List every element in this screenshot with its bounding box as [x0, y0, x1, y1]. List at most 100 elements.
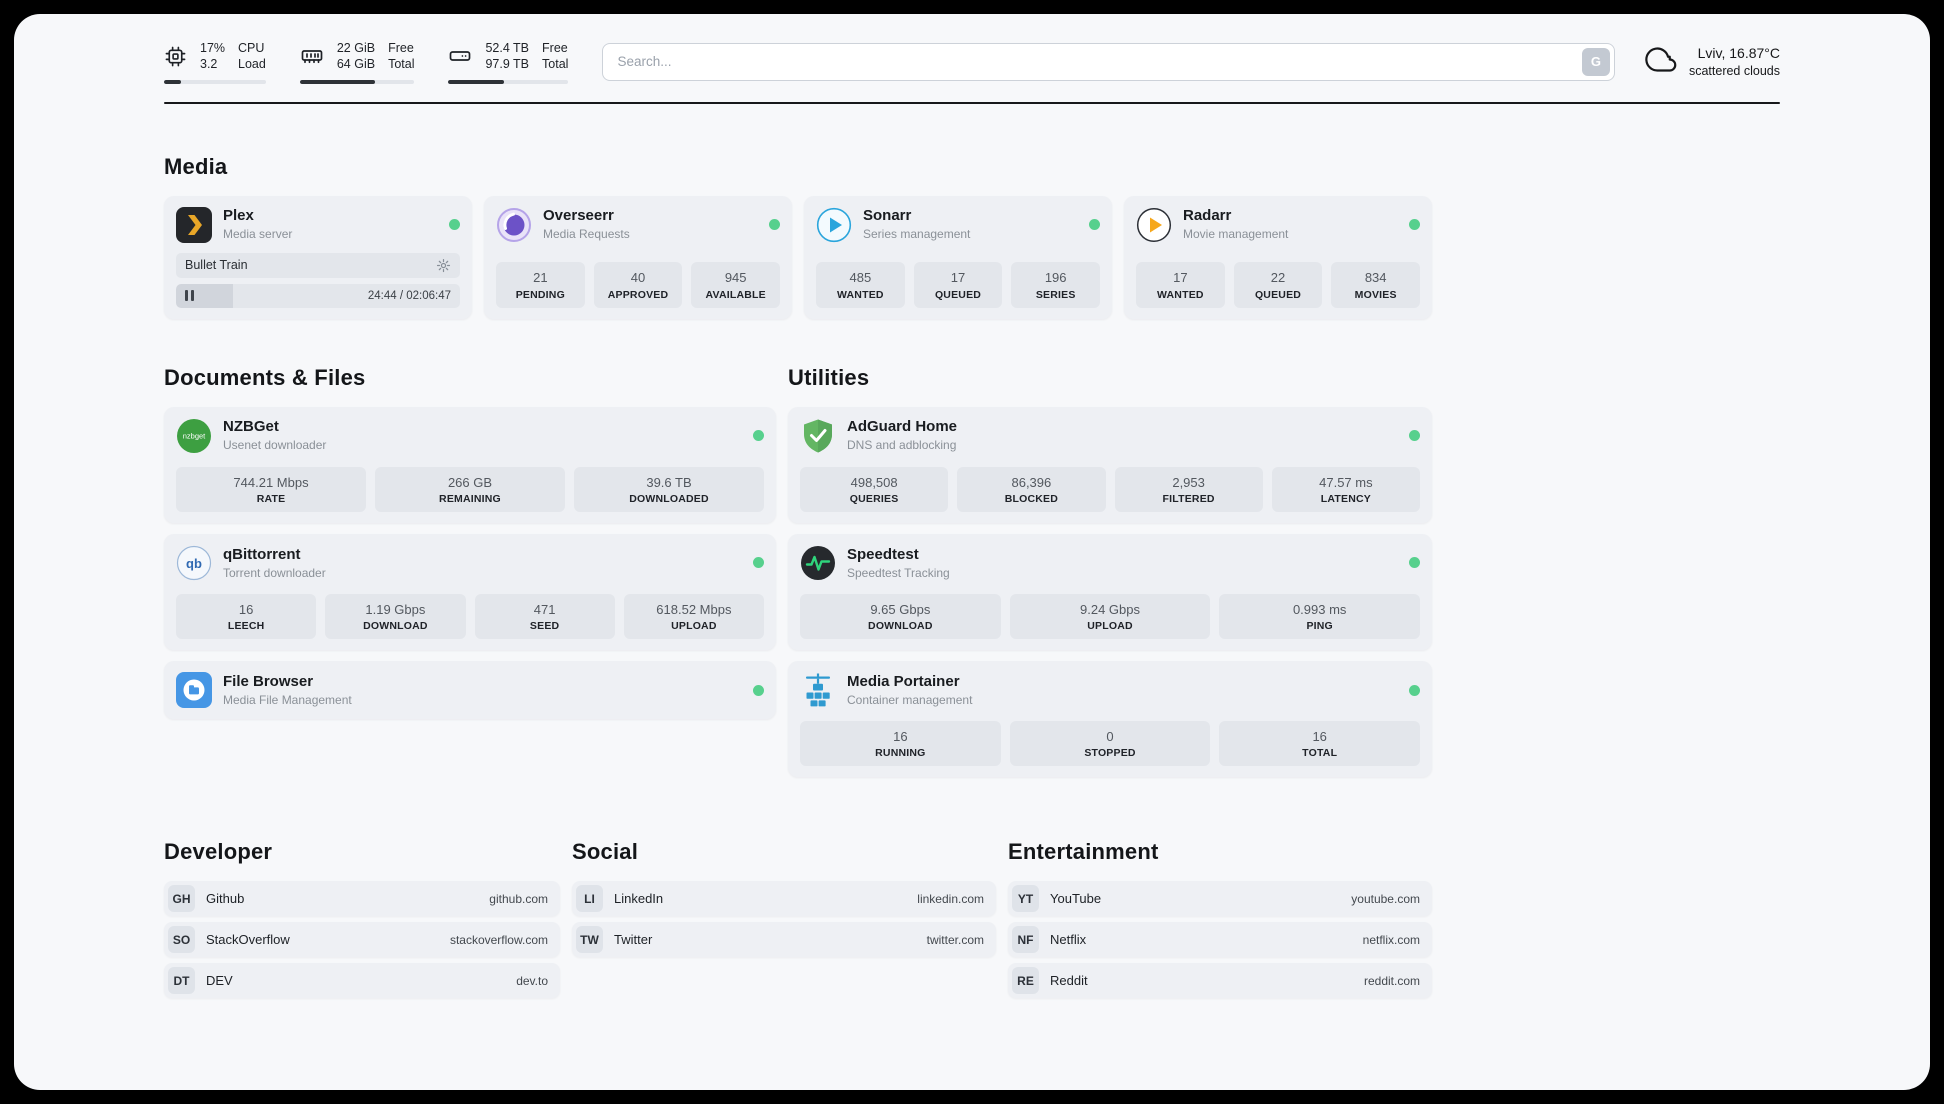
stat-label: WANTED — [1156, 288, 1204, 301]
app-card-adguard: AdGuard Home DNS and adblocking 498,508 … — [788, 406, 1432, 523]
app-subtitle: Media server — [223, 227, 293, 242]
memory-label-total: Total — [388, 57, 415, 72]
stat-filtered: 2,953 FILTERED — [1114, 466, 1263, 512]
bookmark-netflix[interactable]: NF Netflix netflix.com — [1008, 922, 1432, 958]
stat-approved: 40 APPROVED — [593, 262, 683, 308]
media-grid: Plex Media server Bullet Train — [164, 195, 1432, 319]
memory-free-value: 22 GiB — [336, 41, 376, 55]
bookmark-github[interactable]: GH Github github.com — [164, 881, 560, 917]
stats-row: 16 LEECH 1.19 Gbps DOWNLOAD 471 SEED 6 — [176, 581, 764, 639]
stat-upload: 618.52 Mbps UPLOAD — [623, 593, 764, 639]
pause-icon — [185, 290, 188, 301]
svg-text:qb: qb — [186, 556, 202, 571]
app-header: File Browser Media File Management — [176, 672, 764, 708]
app-header: nzbget NZBGet Usenet downloader — [176, 418, 764, 454]
stats-row: 16 RUNNING 0 STOPPED 16 TOTAL — [800, 708, 1421, 767]
stat-value: 266 GB — [447, 474, 493, 490]
cpu-widget-row: 17% 3.2 CPU Load — [164, 40, 266, 73]
nzbget-icon[interactable]: nzbget — [176, 418, 212, 454]
app-subtitle: Usenet downloader — [223, 438, 327, 453]
bookmark-linkedin[interactable]: LI LinkedIn linkedin.com — [572, 881, 996, 917]
middle-columns: Documents & Files nzbget NZBGet U — [164, 365, 1432, 778]
app-title-block: AdGuard Home DNS and adblocking — [847, 418, 957, 452]
app-title-block: NZBGet Usenet downloader — [223, 418, 326, 452]
app-title-block: Sonarr Series management — [863, 207, 970, 241]
bookmark-url: stackoverflow.com — [449, 932, 548, 947]
stat-stopped: 0 STOPPED — [1009, 721, 1211, 767]
app-subtitle: Media Requests — [543, 227, 630, 242]
bookmark-stackoverflow[interactable]: SO StackOverflow stackoverflow.com — [164, 922, 560, 958]
portainer-icon[interactable] — [800, 672, 836, 708]
app-name: Sonarr — [863, 207, 912, 225]
stat-queries: 498,508 QUERIES — [800, 466, 949, 512]
app-name: AdGuard Home — [847, 418, 958, 436]
status-dot-online — [1409, 219, 1420, 230]
app-subtitle: Series management — [863, 227, 971, 242]
stat-label: QUEUED — [1254, 288, 1302, 301]
stat-blocked: 86,396 BLOCKED — [957, 466, 1106, 512]
stat-available: 945 AVAILABLE — [691, 262, 781, 308]
speedtest-icon[interactable] — [800, 545, 836, 581]
stat-wanted: 17 WANTED — [1136, 262, 1225, 308]
search-input[interactable] — [602, 42, 1615, 81]
stat-value: 0 — [1106, 729, 1114, 744]
stat-value: 498,508 — [850, 474, 898, 490]
app-header: Radarr Movie management — [1136, 207, 1420, 243]
pause-icon — [190, 290, 194, 301]
memory-usage-bar-fill — [299, 79, 376, 84]
bookmark-name: Github — [206, 891, 245, 907]
now-playing-title: Bullet Train — [185, 258, 248, 272]
stat-wanted: 485 WANTED — [816, 262, 905, 308]
stat-value: 17 — [1173, 270, 1188, 286]
filebrowser-icon[interactable] — [176, 672, 212, 708]
stats-row: 498,508 QUERIES 86,396 BLOCKED 2,953 FIL… — [800, 454, 1420, 512]
app-subtitle: Container management — [847, 692, 973, 707]
stat-label: DOWNLOAD — [868, 620, 933, 632]
bookmark-url: reddit.com — [1363, 973, 1420, 988]
disk-widget: 52.4 TB 97.9 TB Free Total — [448, 40, 569, 84]
status-dot-online — [769, 219, 780, 230]
adguard-icon[interactable] — [800, 418, 836, 454]
disk-usage-bar-fill — [448, 79, 504, 84]
section-utilities: Utilities AdGuard Home — [788, 365, 1432, 778]
bookmark-twitter[interactable]: TW Twitter twitter.com — [572, 922, 996, 958]
radarr-icon[interactable] — [1136, 207, 1172, 243]
bookmark-dev[interactable]: DT DEV dev.to — [164, 963, 560, 999]
stat-remaining: 266 GB REMAINING — [375, 466, 565, 512]
app-title-block: Radarr Movie management — [1183, 207, 1288, 241]
stat-value: 40 — [630, 270, 646, 286]
stat-rate: 744.21 Mbps RATE — [176, 466, 366, 512]
plex-icon[interactable] — [176, 206, 212, 243]
app-name: NZBGet — [223, 418, 279, 436]
bookmark-youtube[interactable]: YT YouTube youtube.com — [1008, 881, 1432, 917]
bookmark-name: DEV — [206, 973, 233, 989]
qbittorrent-icon[interactable]: qb — [176, 545, 212, 581]
topbar: 17% 3.2 CPU Load — [164, 40, 1780, 84]
stat-value: 16 — [1312, 729, 1327, 744]
bookmark-abbr-badge: YT — [1012, 885, 1039, 913]
stat-label: DOWNLOAD — [363, 620, 428, 632]
app-title-block: Overseerr Media Requests — [543, 207, 630, 241]
stat-label: AVAILABLE — [705, 288, 766, 301]
sonarr-icon[interactable] — [816, 207, 852, 243]
bookmark-name: Reddit — [1050, 973, 1088, 989]
disk-values: 52.4 TB 97.9 TB — [485, 40, 529, 73]
stat-download: 9.65 Gbps DOWNLOAD — [800, 593, 1001, 639]
section-title-social: Social — [572, 839, 639, 865]
stat-value: 9.65 Gbps — [870, 601, 931, 617]
gear-icon[interactable] — [436, 258, 451, 273]
search-engine-button[interactable]: G — [1581, 47, 1610, 76]
search: G — [602, 42, 1615, 81]
cloud-icon — [1645, 43, 1678, 81]
stat-pending: 21 PENDING — [496, 262, 585, 308]
overseerr-icon[interactable] — [496, 207, 532, 243]
weather-condition: scattered clouds — [1688, 63, 1780, 78]
disk-free-value: 52.4 TB — [485, 41, 530, 55]
pause-button[interactable] — [185, 290, 194, 301]
bookmark-url: youtube.com — [1351, 891, 1420, 906]
stat-value: 485 — [849, 270, 872, 286]
app-subtitle: Media File Management — [223, 692, 352, 707]
bookmark-reddit[interactable]: RE Reddit reddit.com — [1008, 963, 1432, 999]
disk-total-value: 97.9 TB — [485, 57, 530, 72]
app-title-block: Plex Media server — [223, 207, 292, 241]
